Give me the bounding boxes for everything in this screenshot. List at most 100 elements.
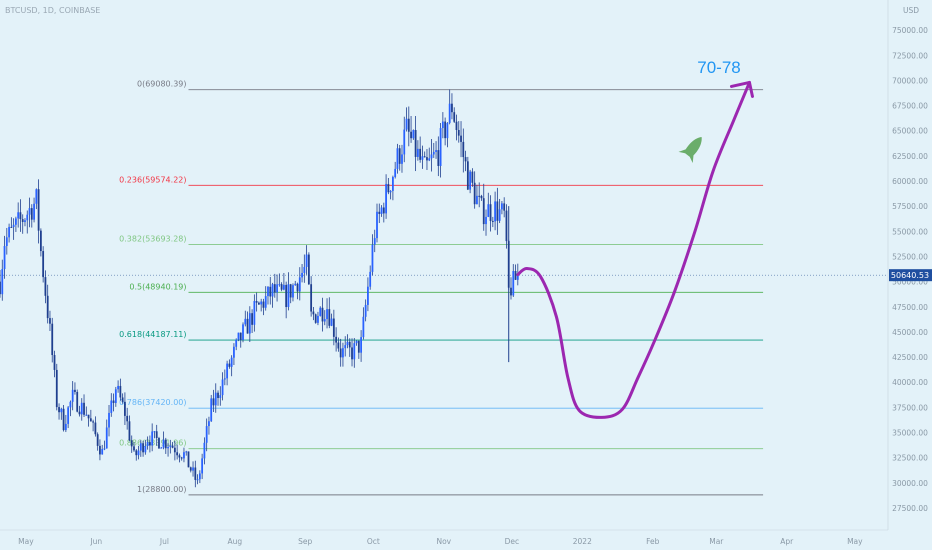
- candle-body: [135, 450, 138, 456]
- candle-body: [437, 150, 440, 166]
- time-tick-label: 2022: [573, 537, 592, 546]
- candle-body: [398, 148, 401, 164]
- price-tick-label: 30000.00: [892, 479, 928, 488]
- candle-body: [260, 301, 263, 305]
- candle-body: [0, 281, 1, 295]
- candle-body: [337, 342, 340, 349]
- candle-body: [83, 402, 85, 415]
- candle-body: [96, 434, 99, 446]
- candle-body: [119, 385, 122, 398]
- candle-body: [421, 156, 424, 160]
- candle-body: [110, 400, 113, 413]
- fib-retracement[interactable]: 0(69080.39) 0.236(59574.22) 0.382(53693.28…: [119, 80, 764, 496]
- candle-body: [307, 254, 310, 285]
- candle-body: [414, 130, 417, 157]
- candle-body: [503, 203, 506, 211]
- candle-body: [494, 201, 496, 222]
- candle-body: [482, 198, 485, 225]
- candle-body: [151, 431, 154, 446]
- candle-body: [60, 408, 63, 413]
- candle-body: [396, 148, 399, 169]
- symbol-label: BTCUSD, 1D, COINBASE: [5, 6, 100, 15]
- candle-body: [351, 347, 353, 360]
- candle-body: [301, 272, 303, 278]
- price-tick-label: 55000.00: [892, 227, 928, 236]
- candle-body: [342, 348, 344, 358]
- projection-curve[interactable]: [516, 80, 751, 419]
- candle-body: [114, 389, 117, 403]
- time-axis[interactable]: May Jun Jul Aug Sep Oct Nov Dec 2022 Feb Mar Apr May: [18, 537, 863, 546]
- price-tick-label: 62500.00: [892, 152, 928, 161]
- candle-body: [244, 318, 247, 325]
- svg-text:50640.53: 50640.53: [891, 271, 929, 280]
- candle-body: [262, 301, 265, 308]
- candle-body: [466, 161, 469, 190]
- candle-body: [10, 226, 13, 228]
- candle-body: [346, 341, 349, 346]
- candle-body: [198, 473, 201, 480]
- candle-body: [158, 438, 160, 449]
- time-tick-label: Jul: [159, 537, 169, 546]
- price-tick-label: 75000.00: [892, 26, 928, 35]
- time-tick-label: Oct: [367, 537, 380, 546]
- time-tick-label: May: [847, 537, 863, 546]
- price-tick-label: 45000.00: [892, 328, 928, 337]
- candle-body: [344, 345, 347, 349]
- time-tick-label: Jun: [89, 537, 102, 546]
- candle-body: [173, 447, 176, 453]
- candle-body: [516, 274, 519, 280]
- target-annotation: 70-78: [697, 58, 740, 77]
- candle-body: [108, 412, 110, 428]
- candle-body: [355, 340, 358, 344]
- candle-body: [471, 171, 474, 183]
- candle-body: [353, 343, 356, 360]
- candle-body: [321, 307, 324, 322]
- time-tick-label: Nov: [436, 537, 451, 546]
- fib-level-label: 0.5(48940.19): [129, 282, 186, 291]
- candle-body: [17, 212, 20, 219]
- candle-body: [180, 457, 183, 459]
- candle-body: [444, 121, 447, 139]
- candle-body: [117, 385, 119, 390]
- candle-body: [242, 324, 244, 340]
- candle-body: [230, 357, 233, 367]
- candle-body: [26, 214, 29, 221]
- candle-body: [476, 195, 478, 205]
- candle-body: [201, 458, 204, 474]
- candle-body: [287, 284, 290, 308]
- candle-body: [142, 443, 144, 453]
- candle-body: [214, 392, 217, 406]
- candle-body: [323, 319, 326, 322]
- price-tick-label: 35000.00: [892, 429, 928, 438]
- candle-body: [44, 277, 47, 296]
- price-tick-label: 50000.00: [892, 278, 928, 287]
- candle-body: [187, 451, 190, 468]
- candle-body: [87, 414, 90, 419]
- price-tick-label: 57500.00: [892, 202, 928, 211]
- candle-body: [285, 284, 288, 308]
- candle-body: [330, 318, 333, 326]
- candle-body: [457, 130, 460, 136]
- candle-body: [428, 158, 431, 161]
- candle-body: [121, 397, 124, 402]
- price-axis[interactable]: 27500.00 30000.00 32500.00 35000.00 37500.00…: [892, 26, 928, 513]
- candle-body: [385, 183, 387, 214]
- candle-body: [364, 304, 367, 317]
- candle-body: [264, 296, 267, 308]
- candle-body: [64, 423, 67, 431]
- candle-body: [189, 467, 192, 471]
- candle-body: [498, 209, 501, 221]
- price-tick-label: 40000.00: [892, 378, 928, 387]
- candle-body: [282, 284, 285, 290]
- candle-body: [92, 421, 95, 423]
- candle-body: [196, 479, 199, 481]
- candle-body: [489, 204, 492, 221]
- candle-body: [403, 129, 406, 155]
- candle-body: [314, 314, 317, 323]
- candle-body: [319, 307, 322, 316]
- candle-body: [99, 445, 101, 455]
- candle-body: [448, 103, 451, 123]
- fib-level-label: 0.382(53693.28): [119, 234, 186, 243]
- candle-body: [367, 286, 369, 305]
